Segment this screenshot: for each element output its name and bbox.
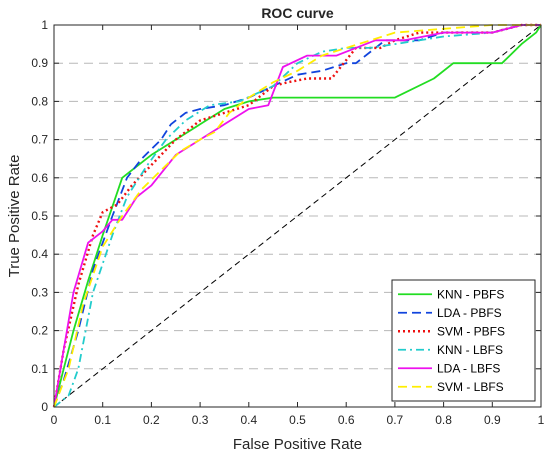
legend-label: LDA - LBFS bbox=[437, 361, 500, 375]
legend-label: KNN - PBFS bbox=[437, 287, 504, 301]
x-tick-label: 1 bbox=[538, 413, 545, 427]
y-tick-label: 0.7 bbox=[31, 133, 48, 147]
series-line-2 bbox=[52, 23, 541, 408]
y-axis-label: True Positive Rate bbox=[6, 155, 23, 278]
y-tick-label: 0.3 bbox=[31, 285, 48, 299]
y-tick-label: 0.6 bbox=[31, 171, 48, 185]
x-tick-label: 0.9 bbox=[484, 413, 501, 427]
y-tick-label: 0.4 bbox=[31, 247, 48, 261]
legend-label: SVM - PBFS bbox=[437, 324, 505, 338]
x-tick-label: 0 bbox=[51, 413, 58, 427]
x-tick-label: 0.1 bbox=[94, 413, 111, 427]
y-tick-label: 0.5 bbox=[31, 209, 48, 223]
chart-title: ROC curve bbox=[261, 5, 334, 21]
y-tick-label: 0.9 bbox=[31, 56, 48, 70]
x-axis-label: False Positive Rate bbox=[233, 436, 362, 453]
y-tick-label: 0 bbox=[41, 400, 48, 414]
legend-label: KNN - LBFS bbox=[437, 343, 503, 357]
series-line-5 bbox=[53, 24, 541, 408]
x-tick-label: 0.4 bbox=[240, 413, 257, 427]
plot-area bbox=[52, 23, 542, 408]
y-tick-label: 1 bbox=[41, 18, 48, 32]
y-tick-label: 0.1 bbox=[31, 362, 48, 376]
legend-label: LDA - PBFS bbox=[437, 306, 502, 320]
y-tick-label: 0.8 bbox=[31, 94, 48, 108]
x-tick-label: 0.5 bbox=[289, 413, 306, 427]
series-line-3 bbox=[53, 24, 541, 408]
legend-label: SVM - LBFS bbox=[437, 380, 504, 394]
x-tick-label: 0.8 bbox=[435, 413, 452, 427]
x-tick-label: 0.6 bbox=[338, 413, 355, 427]
y-tick-label: 0.2 bbox=[31, 324, 48, 338]
grid bbox=[54, 62, 541, 370]
x-tick-label: 0.7 bbox=[387, 413, 404, 427]
series-line-4 bbox=[53, 24, 541, 408]
x-tick-label: 0.2 bbox=[143, 413, 160, 427]
legend: KNN - PBFS LDA - PBFS SVM - PBFS KNN - LBFS… bbox=[391, 279, 536, 402]
series-line-0 bbox=[53, 24, 542, 408]
x-tick-label: 0.3 bbox=[192, 413, 209, 427]
reference-diagonal bbox=[53, 24, 542, 408]
legend-box bbox=[391, 279, 536, 402]
plot-frame bbox=[53, 24, 542, 408]
axes: 0 0.1 0.2 0.3 0.4 0.5 0.6 0.7 0.8 0.9 1 0 0.1 0.2 0.3 0… bbox=[31, 18, 544, 427]
